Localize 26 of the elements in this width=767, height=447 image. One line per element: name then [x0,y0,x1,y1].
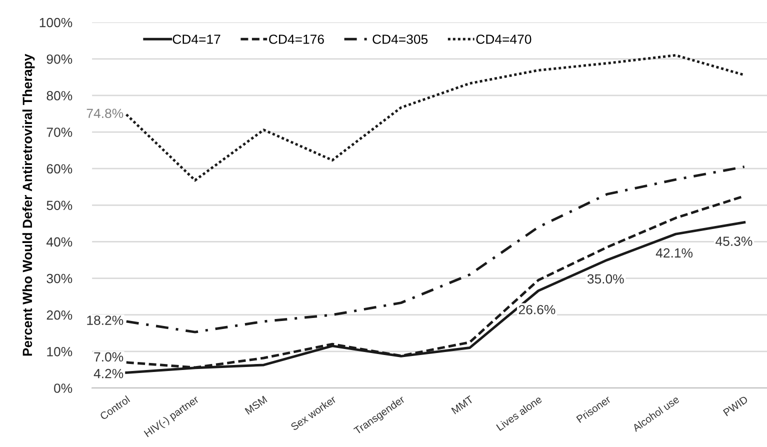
y-tick-label: 80% [46,91,72,100]
x-tick-label: Lives alone [496,395,542,431]
data-label: 7.0% [94,352,124,362]
y-tick-label: 90% [46,54,72,64]
legend-label: CD4=176 [269,34,324,44]
data-label: 18.2% [87,316,124,325]
y-tick-label: 0% [54,384,72,393]
y-tick-label: 70% [46,128,72,137]
data-label: 35.0% [587,274,624,284]
data-label: 45.3% [716,236,752,246]
data-label: 74.8% [86,108,124,118]
data-label: 26.6% [518,304,556,314]
y-tick-label: 10% [47,347,72,356]
y-axis-title: Percent Who Would Defer Antiretroviral Therapy [22,54,35,356]
legend-label: CD4=470 [476,34,532,44]
y-tick-label: 40% [46,237,72,247]
y-tick-label: 60% [46,164,72,174]
y-tick-label: 20% [46,310,72,320]
data-label: 42.1% [656,248,693,258]
y-tick-label: 100% [40,18,72,28]
y-tick-label: 50% [46,200,72,210]
line-series [125,54,746,182]
legend-label: CD4=17 [172,34,220,44]
legend-label: CD4=305 [372,34,428,44]
y-tick-label: 30% [46,274,72,284]
data-label: 4.2% [94,368,124,378]
